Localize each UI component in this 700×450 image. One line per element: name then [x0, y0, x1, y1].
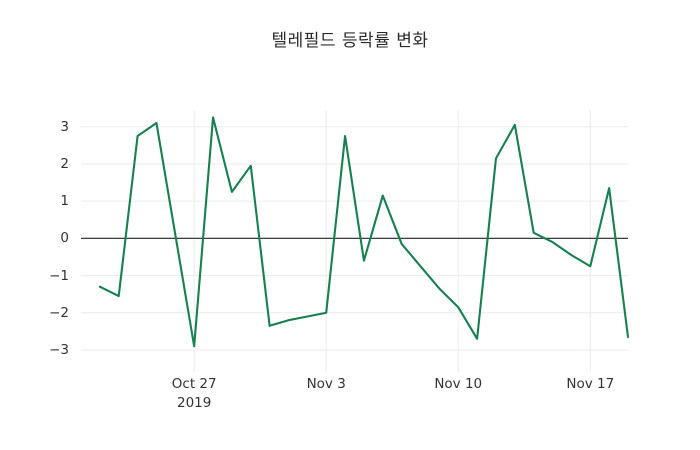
y-tick-label: −1	[49, 267, 69, 284]
y-tick-label: 1	[60, 193, 69, 210]
x-tick-label-primary: Nov 17	[566, 376, 615, 392]
x-tick-label: Nov 10	[398, 375, 518, 394]
y-tick-label: 3	[60, 118, 69, 135]
x-tick-label-primary: Nov 3	[306, 376, 346, 392]
x-tick-label: Nov 3	[266, 375, 386, 394]
x-tick-label: Nov 17	[530, 375, 650, 394]
x-tick-label-primary: Nov 10	[434, 376, 483, 392]
y-tick-label: 0	[60, 230, 69, 247]
x-tick-label-secondary: 2019	[176, 395, 212, 411]
x-tick-label-primary: Oct 27	[171, 376, 217, 392]
y-tick-label: 2	[60, 155, 69, 172]
x-tick-label: Oct 27 2019	[134, 375, 254, 413]
data-series-line	[98, 116, 630, 348]
y-tick-label: −3	[49, 341, 69, 358]
y-tick-label: −2	[49, 304, 69, 321]
vertical-gridlines	[193, 110, 591, 372]
chart-title: 텔레필드 등락률 변화	[271, 31, 429, 51]
